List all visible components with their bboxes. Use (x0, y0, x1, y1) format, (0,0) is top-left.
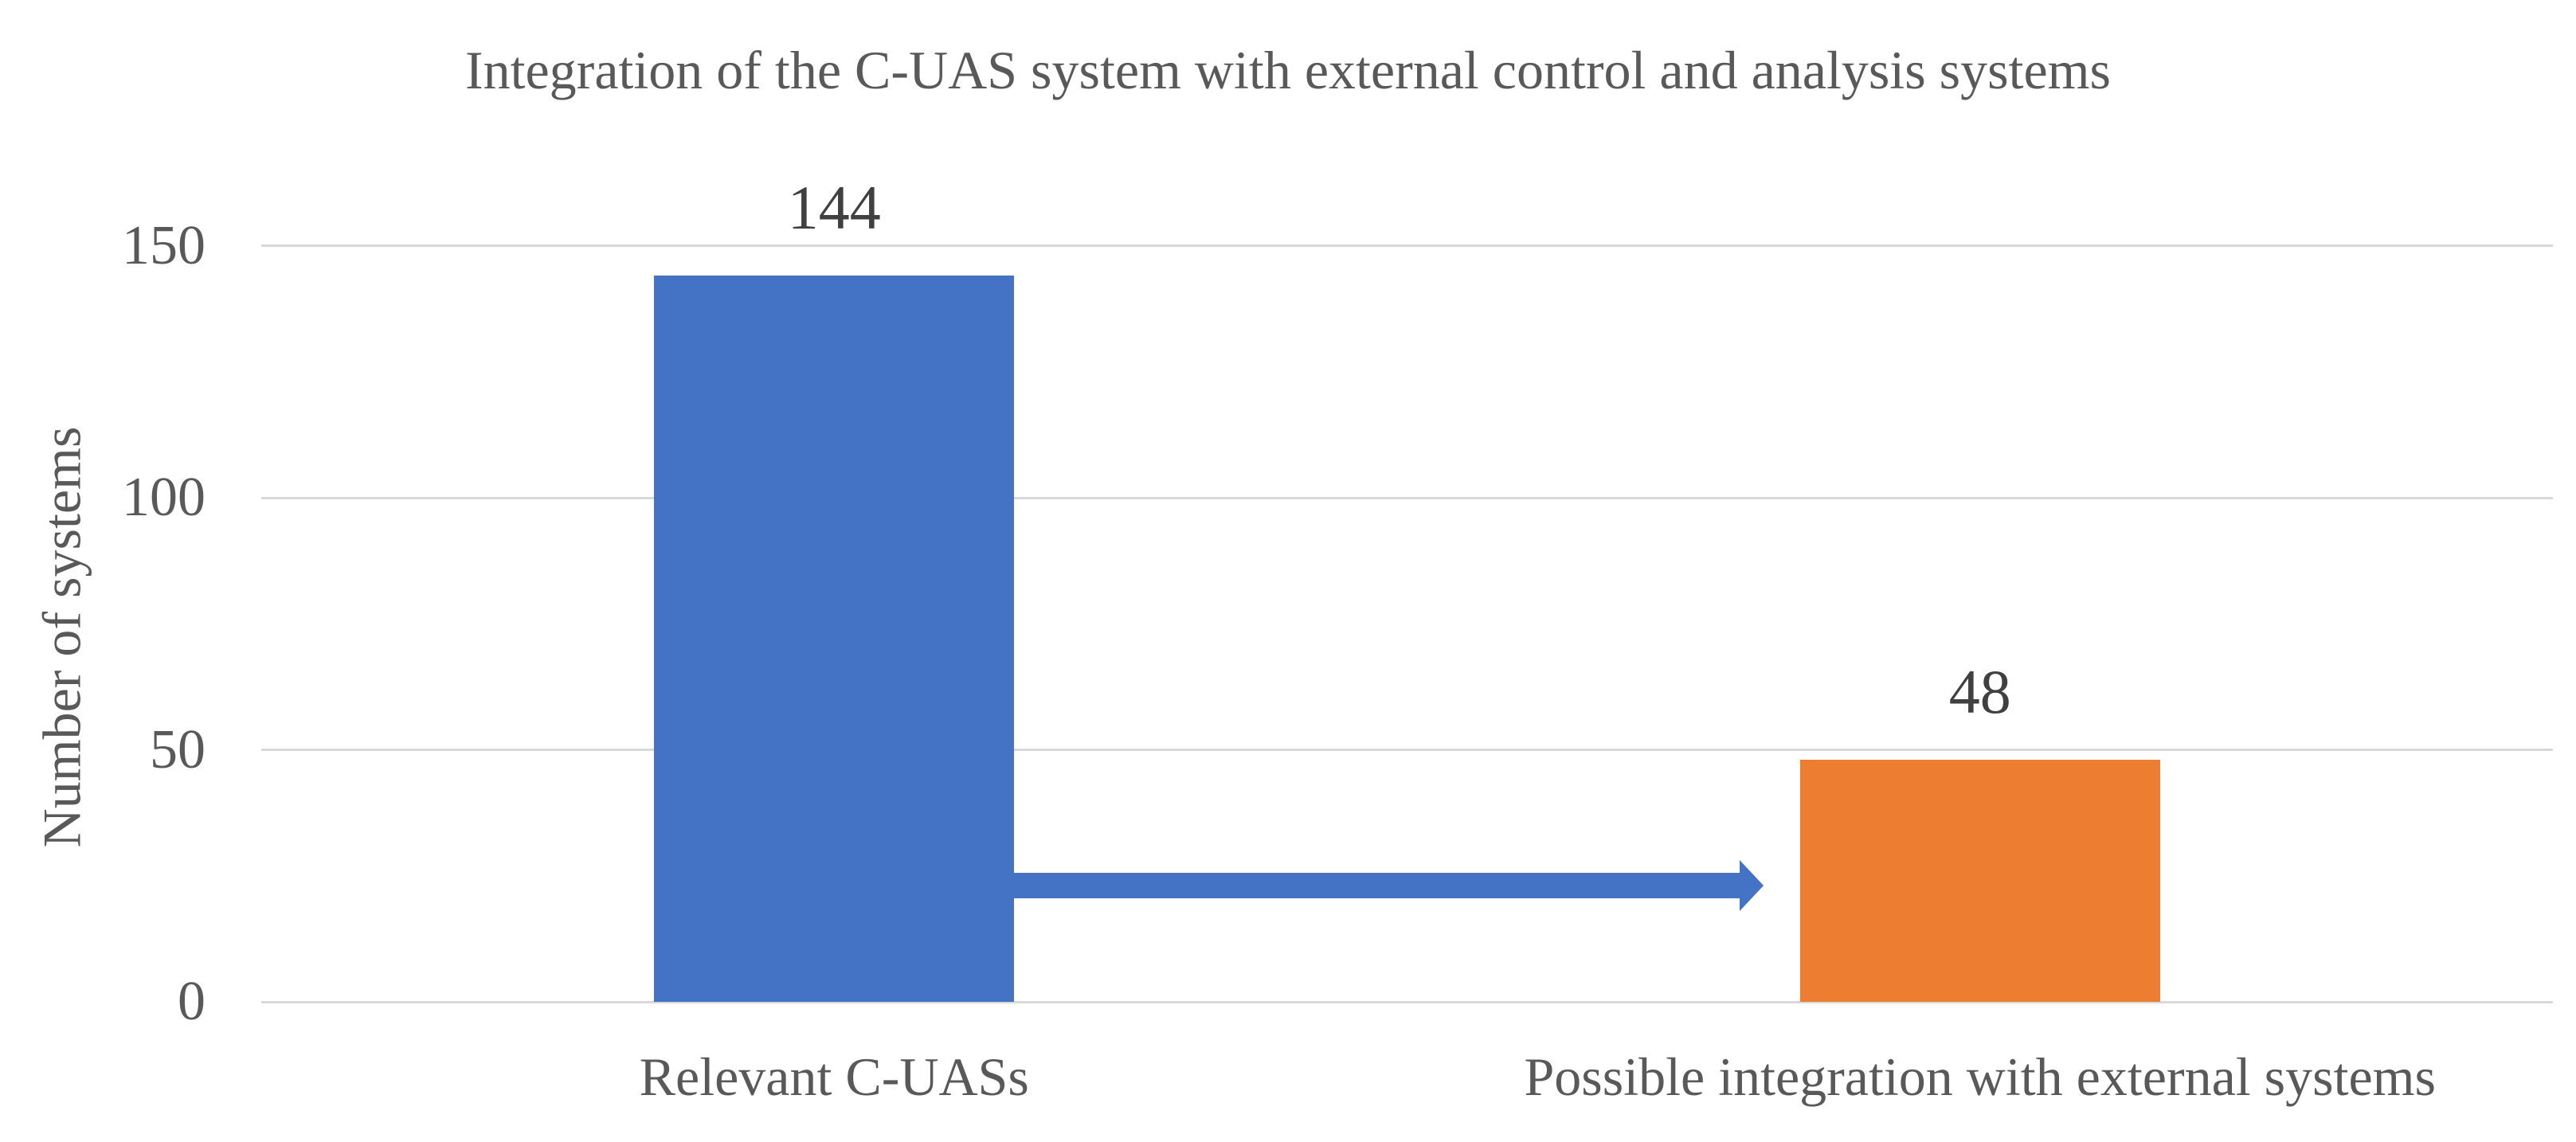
integration-arrow (1014, 873, 1740, 899)
category-label-relevant-c-uass: Relevant C-UASs (639, 1046, 1029, 1107)
category-label-possible-integration-with-external-systems: Possible integration with external syste… (1524, 1046, 2436, 1107)
y-tick-label: 100 (122, 467, 206, 528)
bar-relevant-c-uass (654, 276, 1015, 1002)
y-tick-label: 150 (122, 214, 206, 276)
integration-arrow-head-icon (1739, 860, 1764, 912)
y-tick-label: 50 (150, 718, 206, 780)
data-label-relevant-c-uass: 144 (787, 173, 881, 243)
chart-title: Integration of the C-UAS system with ext… (464, 40, 2112, 100)
x-axis-line (261, 1000, 2553, 1003)
gridline (261, 496, 2553, 499)
data-label-possible-integration-with-external-systems: 48 (1948, 657, 2011, 727)
gridline (261, 244, 2553, 247)
bar-possible-integration-with-external-systems (1799, 760, 2160, 1002)
y-tick-label: 0 (178, 971, 206, 1032)
gridline (261, 749, 2553, 751)
